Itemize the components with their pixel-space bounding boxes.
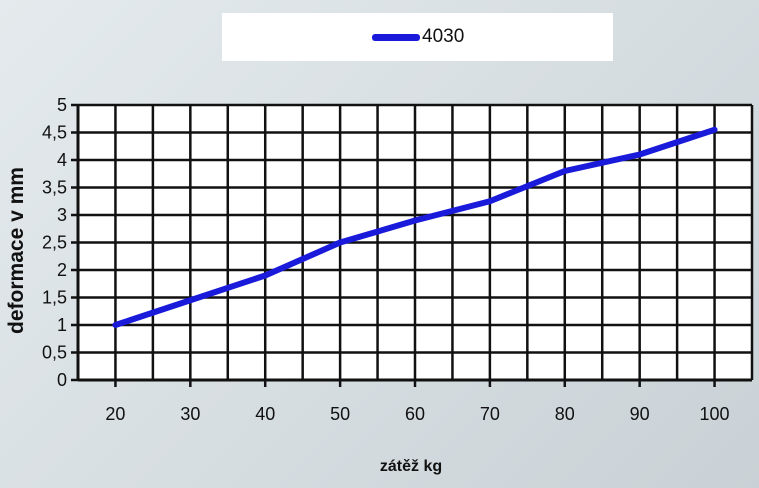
y-tick-labels: 0 0,5 1 1,5 2 2,5 3 3,5 4 4,5 5 <box>42 95 78 390</box>
data-point <box>637 152 643 157</box>
y-tick-label: 1 <box>57 315 67 335</box>
data-point <box>562 168 568 174</box>
y-tick-label: 2 <box>57 260 67 280</box>
x-tick-label: 20 <box>105 404 125 424</box>
x-tick-label: 60 <box>405 404 425 424</box>
y-tick-label: 5 <box>57 95 67 115</box>
data-point <box>187 297 193 303</box>
data-point <box>112 322 118 328</box>
x-tick-label: 70 <box>480 404 500 424</box>
x-tick-label: 40 <box>255 404 275 424</box>
legend: 4030 <box>222 13 613 61</box>
x-tick-labels: 20 30 40 50 60 70 80 90 100 <box>105 380 730 424</box>
data-point <box>487 198 493 204</box>
y-tick-label: 2,5 <box>42 233 67 253</box>
data-point <box>262 273 268 278</box>
data-point <box>412 218 418 223</box>
y-tick-label: 0,5 <box>42 343 67 363</box>
y-tick-label: 3 <box>57 205 67 225</box>
y-tick-label: 4 <box>57 150 67 170</box>
legend-swatch-4030 <box>372 34 420 41</box>
x-tick-label: 90 <box>630 404 650 424</box>
x-tick-label: 80 <box>555 404 575 424</box>
series-group <box>112 126 718 328</box>
y-tick-label: 0 <box>57 370 67 390</box>
y-tick-label: 3,5 <box>42 178 67 198</box>
y-tick-label: 1,5 <box>42 288 67 308</box>
x-tick-label: 100 <box>700 404 730 424</box>
y-axis-label: deformace v mm <box>5 167 28 334</box>
data-point <box>337 240 343 245</box>
data-point <box>712 127 718 133</box>
x-tick-label: 50 <box>330 404 350 424</box>
y-tick-label: 4,5 <box>42 123 67 143</box>
legend-label-4030: 4030 <box>422 26 465 47</box>
x-axis-label: zátěž kg <box>380 458 442 475</box>
x-tick-label: 30 <box>180 404 200 424</box>
